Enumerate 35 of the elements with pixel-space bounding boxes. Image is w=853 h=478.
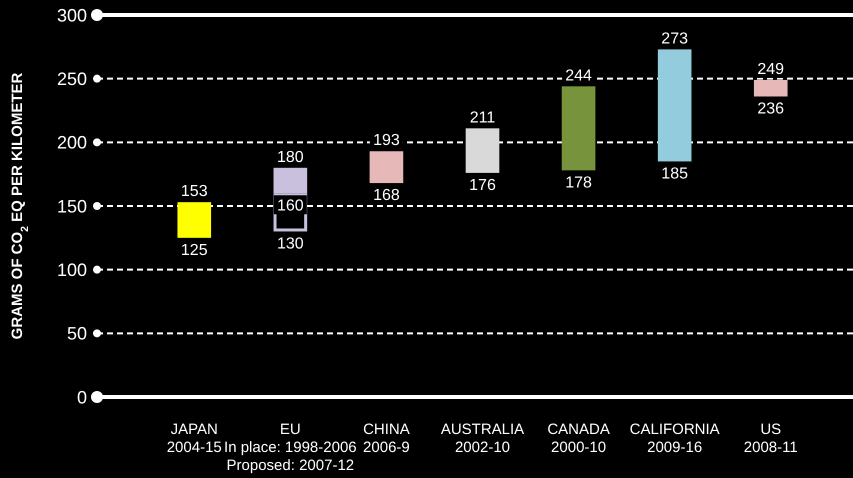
- annotation: 236: [757, 100, 784, 118]
- annotation: 160: [276, 197, 304, 214]
- annotation: 211: [470, 109, 496, 126]
- annotation: 176: [469, 176, 496, 194]
- annotation: 193: [373, 132, 400, 150]
- x-tick-label: AUSTRALIA 2002-10: [440, 421, 524, 456]
- bar: [658, 49, 692, 162]
- annotation: 273: [661, 30, 688, 48]
- annotation: 168: [373, 187, 400, 204]
- annotation: 180: [276, 148, 304, 166]
- x-tick-label: CALIFORNIA 2009-16: [630, 421, 720, 456]
- annotation: 185: [661, 165, 688, 182]
- x-tick-label: EU In place: 1998-2006 Proposed: 2007-12: [224, 421, 357, 474]
- x-tick-label: JAPAN 2004-15: [166, 421, 222, 456]
- bar: [562, 86, 596, 170]
- annotation: 244: [565, 67, 592, 84]
- x-tick-label: US 2008-11: [744, 421, 798, 456]
- annotation: 178: [565, 174, 592, 192]
- y-tick-label: 200: [56, 132, 87, 153]
- y-tick-label: 100: [56, 260, 87, 280]
- annotation: 249: [757, 60, 784, 78]
- y-tick-label: 300: [56, 5, 87, 26]
- y-tick-label: 50: [66, 324, 87, 344]
- x-tick-label: CHINA 2006-9: [363, 421, 410, 456]
- y-tick-label: 150: [56, 196, 87, 216]
- bar: [754, 80, 788, 96]
- y-tick-label: 250: [56, 68, 87, 89]
- y-tick-label: 0: [76, 387, 87, 408]
- bar: [370, 151, 404, 184]
- x-tick-label: CANADA 2000-10: [547, 421, 610, 456]
- annotation: 130: [276, 235, 304, 252]
- bar: [177, 202, 212, 238]
- annotation: 153: [180, 183, 208, 200]
- bar: [466, 128, 500, 173]
- annotation: 125: [180, 242, 208, 259]
